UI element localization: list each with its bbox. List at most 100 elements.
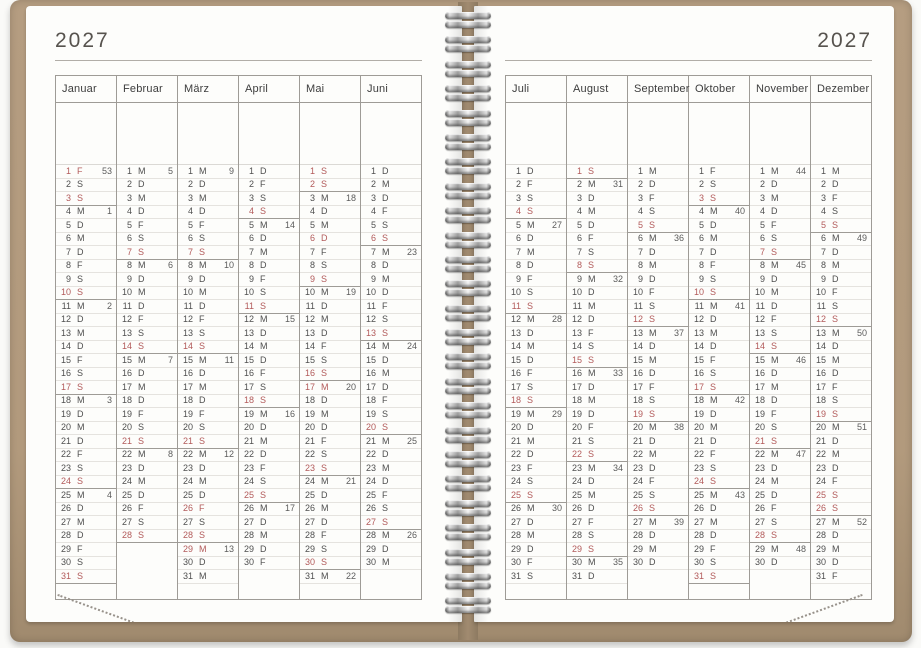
day-number: 6	[126, 233, 132, 244]
day-row: 13 M 37	[628, 327, 688, 341]
day-row: 27 M 39	[628, 516, 688, 530]
day-number: 9	[759, 273, 765, 284]
month-column-september: September 1 M 2 D 3 F 4 S 5 S 6 M 36 7 D 8 M 9 D 10 F 11 S 12 S 13…	[628, 76, 689, 599]
weekday-letter: M	[832, 260, 840, 271]
day-number: 22	[304, 449, 315, 460]
weekday-letter: M	[527, 219, 535, 230]
day-row: 11 D	[117, 300, 177, 314]
weekday-letter: S	[527, 192, 534, 203]
month-column-november: November 1 M 44 2 D 3 M 4 D 5 F 6 S 7 S 8 M 45 9 D 10 M 11 D 12 F 1…	[750, 76, 811, 599]
weekday-letter: M	[832, 422, 840, 433]
day-number: 3	[576, 192, 582, 203]
weekday-letter: M	[260, 408, 268, 419]
weekday-letter: S	[260, 395, 267, 406]
day-row: 16 F	[506, 368, 566, 381]
day-row: 22 M 8	[117, 449, 177, 462]
week-number: 18	[345, 192, 356, 203]
day-number: 28	[121, 530, 132, 541]
day-row: 17 M	[117, 381, 177, 395]
weekday-letter: M	[771, 543, 779, 554]
day-row: 14 D	[689, 341, 749, 354]
weekday-letter: F	[832, 287, 838, 298]
weekday-letter: D	[260, 543, 267, 554]
day-number: 6	[187, 233, 193, 244]
weekday-letter: M	[382, 435, 390, 446]
day-row: 19 D	[689, 408, 749, 422]
weekday-letter: F	[321, 435, 327, 446]
weekday-letter: D	[832, 246, 839, 257]
day-number: 19	[571, 408, 582, 419]
weekday-letter: F	[649, 287, 655, 298]
day-number: 22	[571, 449, 582, 460]
day-row: 22 D	[506, 449, 566, 462]
day-number: 26	[60, 503, 71, 514]
weekday-letter: M	[199, 165, 207, 176]
weekday-letter: D	[832, 435, 839, 446]
weekday-letter: D	[199, 489, 206, 500]
weekday-letter: D	[321, 516, 328, 527]
day-number: 10	[121, 287, 132, 298]
day-row: 23 D	[178, 462, 238, 476]
weekday-letter: F	[588, 233, 594, 244]
week-number: 1	[106, 206, 112, 217]
weekday-letter: D	[321, 327, 328, 338]
weekday-letter: M	[260, 503, 268, 514]
day-number: 15	[182, 354, 193, 365]
day-number: 23	[121, 462, 132, 473]
day-row: 27 S	[750, 516, 810, 530]
weekday-letter: M	[77, 206, 85, 217]
weekday-letter: S	[771, 327, 778, 338]
day-row: 12 F	[750, 314, 810, 327]
day-row: 28 S	[750, 530, 810, 543]
day-number: 18	[60, 395, 71, 406]
day-number: 16	[304, 368, 315, 379]
day-row: 10 D	[361, 287, 421, 300]
title-rule	[505, 60, 872, 61]
weekday-letter: D	[77, 530, 84, 541]
day-number: 20	[510, 422, 521, 433]
weekday-letter: D	[832, 530, 839, 541]
day-row: 15 S	[567, 354, 627, 368]
day-number: 24	[754, 476, 765, 487]
weekday-letter: D	[382, 165, 389, 176]
day-number: 21	[365, 435, 376, 446]
weekday-letter: M	[771, 165, 779, 176]
day-number: 6	[820, 233, 826, 244]
week-number: 28	[551, 314, 562, 325]
week-number: 49	[856, 233, 867, 244]
day-number: 30	[365, 557, 376, 568]
day-number: 13	[510, 327, 521, 338]
day-row: 15 S	[300, 354, 360, 368]
weekday-letter: D	[138, 206, 145, 217]
day-row: 12 S	[811, 314, 871, 327]
day-row: 30 F	[239, 557, 299, 570]
day-row: 22 F	[56, 449, 116, 462]
day-number: 20	[182, 422, 193, 433]
weekday-letter: D	[138, 273, 145, 284]
day-number: 27	[365, 516, 376, 527]
weekday-letter: F	[527, 179, 533, 190]
weekday-letter: D	[588, 570, 595, 581]
week-number: 23	[406, 246, 417, 257]
day-number: 11	[183, 300, 193, 311]
week-number: 7	[167, 354, 173, 365]
day-row: 11 D	[178, 300, 238, 314]
day-number: 8	[248, 260, 254, 271]
day-number: 3	[309, 192, 315, 203]
day-row: 28 S	[567, 530, 627, 543]
day-number: 15	[693, 354, 704, 365]
day-number: 4	[698, 206, 704, 217]
weekday-letter: D	[588, 503, 595, 514]
day-number: 18	[243, 395, 254, 406]
day-row: 16 D	[628, 368, 688, 381]
day-number: 28	[815, 530, 826, 541]
day-number: 1	[187, 165, 193, 176]
